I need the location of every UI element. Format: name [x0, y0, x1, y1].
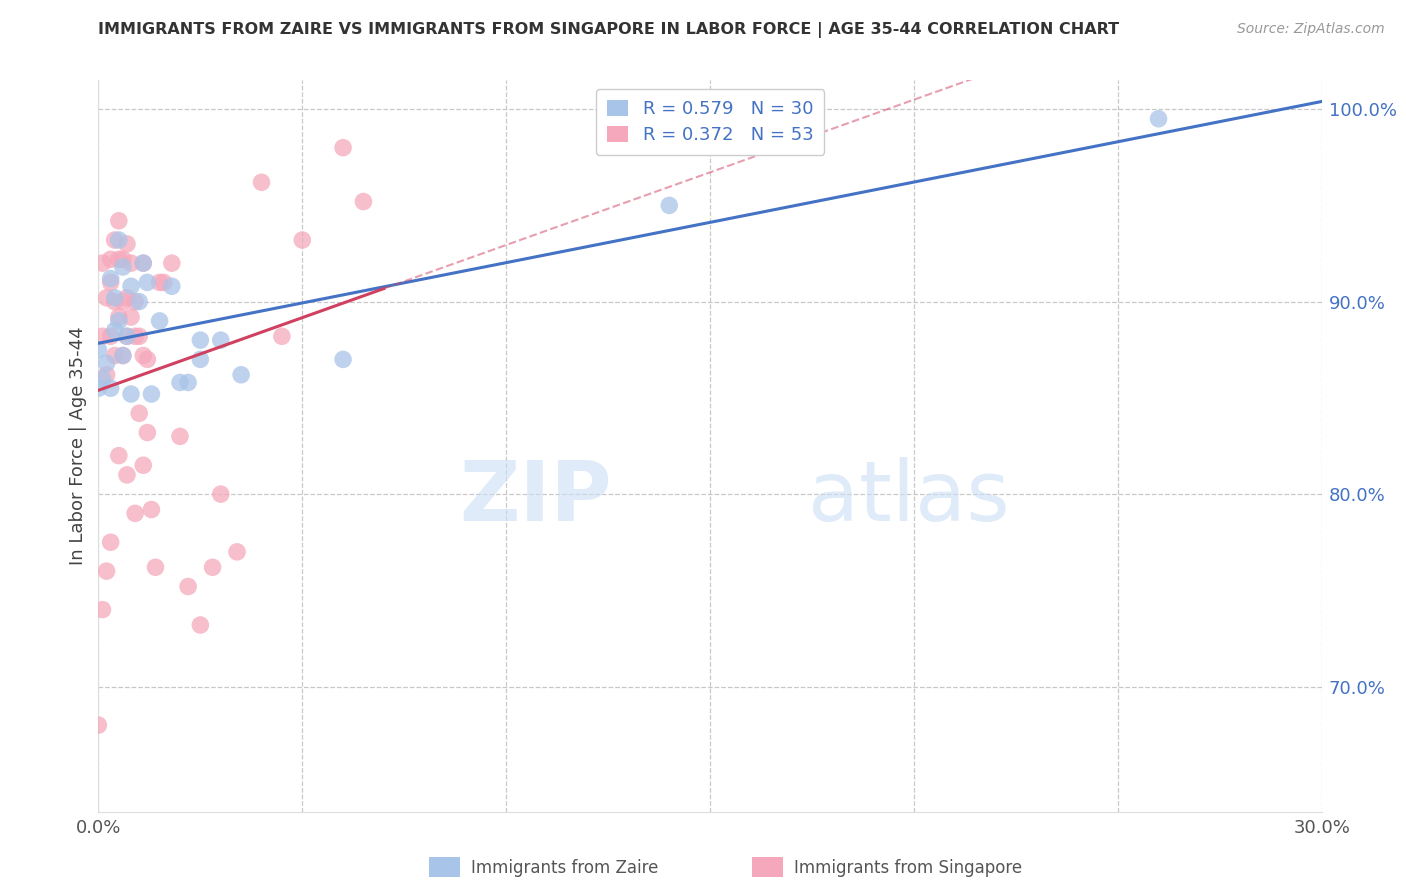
Point	[120, 310, 142, 324]
Point	[201, 560, 224, 574]
Point	[149, 276, 172, 290]
Point	[177, 580, 200, 594]
Point	[226, 545, 249, 559]
Point	[141, 502, 163, 516]
Point	[120, 256, 142, 270]
Point	[100, 276, 122, 290]
Point	[124, 507, 146, 521]
Point	[124, 294, 146, 309]
Text: Immigrants from Zaire: Immigrants from Zaire	[471, 859, 658, 877]
Point	[115, 236, 138, 251]
Point	[96, 356, 118, 370]
Point	[136, 425, 159, 440]
Point	[132, 458, 155, 473]
Point	[115, 329, 138, 343]
Point	[352, 194, 374, 209]
Point	[87, 718, 110, 732]
Point	[132, 256, 155, 270]
Point	[160, 279, 183, 293]
Point	[91, 256, 114, 270]
Point	[115, 329, 138, 343]
Point	[111, 294, 134, 309]
Y-axis label: In Labor Force | Age 35-44: In Labor Force | Age 35-44	[69, 326, 87, 566]
Point	[270, 329, 294, 343]
Point	[169, 376, 191, 390]
Point	[291, 233, 314, 247]
Point	[1147, 112, 1170, 126]
Legend: R = 0.579   N = 30, R = 0.372   N = 53: R = 0.579 N = 30, R = 0.372 N = 53	[596, 89, 824, 154]
Point	[188, 352, 212, 367]
Point	[188, 333, 212, 347]
Text: Source: ZipAtlas.com: Source: ZipAtlas.com	[1237, 22, 1385, 37]
Point	[100, 271, 122, 285]
Point	[136, 276, 159, 290]
Point	[108, 233, 131, 247]
Point	[132, 256, 155, 270]
Point	[100, 252, 122, 267]
Text: IMMIGRANTS FROM ZAIRE VS IMMIGRANTS FROM SINGAPORE IN LABOR FORCE | AGE 35-44 CO: IMMIGRANTS FROM ZAIRE VS IMMIGRANTS FROM…	[98, 22, 1119, 38]
Point	[96, 291, 118, 305]
Point	[149, 314, 172, 328]
Text: ZIP: ZIP	[460, 457, 612, 538]
Point	[188, 618, 212, 632]
Point	[104, 349, 127, 363]
Point	[111, 260, 134, 274]
Point	[91, 602, 114, 616]
Point	[141, 387, 163, 401]
Text: atlas: atlas	[808, 457, 1010, 538]
Point	[145, 560, 167, 574]
Point	[169, 429, 191, 443]
Point	[124, 329, 146, 343]
Point	[100, 535, 122, 549]
Point	[96, 564, 118, 578]
Point	[104, 233, 127, 247]
Point	[160, 256, 183, 270]
Point	[115, 467, 138, 482]
Point	[96, 368, 118, 382]
Point	[111, 349, 134, 363]
Point	[108, 252, 131, 267]
Point	[108, 214, 131, 228]
Point	[177, 376, 200, 390]
Point	[104, 324, 127, 338]
Point	[231, 368, 253, 382]
Point	[104, 291, 127, 305]
Point	[100, 329, 122, 343]
Point	[209, 487, 232, 501]
Point	[100, 381, 122, 395]
Point	[332, 141, 354, 155]
Point	[111, 349, 134, 363]
Point	[108, 449, 131, 463]
Point	[332, 352, 354, 367]
Point	[87, 381, 110, 395]
Point	[152, 276, 174, 290]
Point	[120, 387, 142, 401]
Point	[250, 175, 273, 189]
Point	[136, 352, 159, 367]
Point	[128, 406, 150, 420]
Point	[115, 291, 138, 305]
Point	[132, 349, 155, 363]
Point	[91, 371, 114, 385]
Point	[108, 314, 131, 328]
Point	[108, 310, 131, 324]
Point	[128, 329, 150, 343]
Point	[120, 279, 142, 293]
Point	[91, 329, 114, 343]
Point	[658, 198, 681, 212]
Point	[209, 333, 232, 347]
Point	[87, 343, 110, 357]
Point	[128, 294, 150, 309]
Point	[104, 294, 127, 309]
Point	[111, 252, 134, 267]
Text: Immigrants from Singapore: Immigrants from Singapore	[794, 859, 1022, 877]
